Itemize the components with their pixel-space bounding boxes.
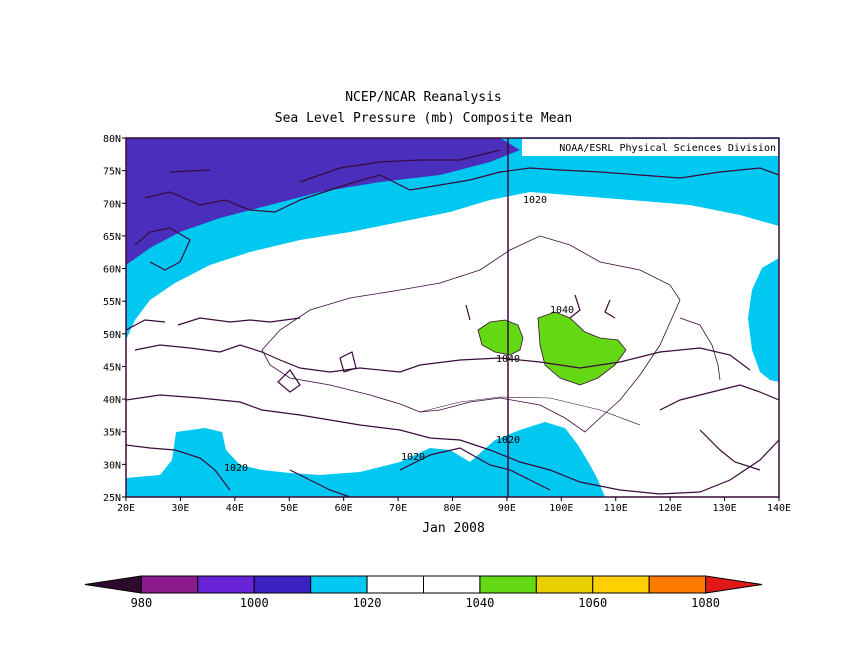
- longitude-axis: 20E 30E 40E 50E 60E 70E 80E 90E 100E 110E 120E 130E…: [117, 497, 791, 514]
- colorbar-segment: [310, 575, 368, 594]
- lon-tick-label: 110E: [604, 503, 628, 514]
- contour-1030: [261, 235, 681, 433]
- contour-label: 1040: [550, 305, 574, 316]
- colorbar-segment: [479, 575, 537, 594]
- colorbar-label: 1080: [691, 596, 720, 610]
- date-label: Jan 2008: [422, 521, 485, 536]
- green-high-east: [537, 311, 627, 386]
- lon-tick-label: 120E: [658, 503, 682, 514]
- contour-1030-east: [679, 317, 721, 381]
- lat-tick-label: 25N: [103, 493, 121, 504]
- lon-tick-label: 80E: [443, 503, 461, 514]
- colorbar-segment: [423, 575, 481, 594]
- cyan-field-east: [748, 258, 779, 382]
- contour-label: 1040: [496, 354, 520, 365]
- contour-labels: 1020 1040 1040 1020 1020 1020: [224, 195, 574, 474]
- colorbar-label: 1000: [240, 596, 269, 610]
- colorbar-segment: [140, 575, 199, 594]
- lat-tick-label: 70N: [103, 199, 121, 210]
- contour-label: 1020: [496, 435, 520, 446]
- lon-tick-label: 100E: [549, 503, 573, 514]
- lon-tick-label: 140E: [767, 503, 791, 514]
- chart-subtitle: Sea Level Pressure (mb) Composite Mean: [274, 111, 573, 126]
- colorbar-segment: [648, 575, 707, 594]
- lat-tick-label: 65N: [103, 232, 121, 243]
- colorbar-label: 1060: [578, 596, 607, 610]
- lat-tick-label: 75N: [103, 167, 121, 178]
- contour-label: 1020: [523, 195, 547, 206]
- colorbar-segment: [84, 575, 142, 594]
- contour-1020-south: [419, 396, 641, 426]
- lon-tick-label: 40E: [226, 503, 244, 514]
- lon-tick-label: 30E: [171, 503, 189, 514]
- chart-title: NCEP/NCAR Reanalysis: [345, 90, 502, 105]
- colorbar: 980 1000 1020 1040 1060 1080: [84, 575, 763, 610]
- contour-label: 1020: [224, 463, 248, 474]
- colorbar-segment: [366, 575, 425, 594]
- lon-tick-label: 70E: [389, 503, 407, 514]
- colorbar-label: 1020: [353, 596, 382, 610]
- lon-tick-label: 90E: [498, 503, 516, 514]
- lat-tick-label: 35N: [103, 428, 121, 439]
- colorbar-segment: [535, 575, 594, 594]
- lon-tick-label: 130E: [713, 503, 737, 514]
- lat-tick-label: 30N: [103, 460, 121, 471]
- lon-tick-label: 60E: [335, 503, 353, 514]
- lat-tick-label: 45N: [103, 362, 121, 373]
- colorbar-segment: [253, 575, 312, 594]
- credit-text: NOAA/ESRL Physical Sciences Division: [559, 143, 776, 154]
- coastlines: [126, 149, 779, 497]
- lon-tick-label: 50E: [280, 503, 298, 514]
- lat-tick-label: 60N: [103, 265, 121, 276]
- latitude-axis: 80N 75N 70N 65N 60N 55N 50N 45N 40N 35N 30N 25N: [103, 134, 126, 504]
- green-high-west: [477, 319, 524, 356]
- colorbar-segment: [705, 575, 763, 594]
- lat-tick-label: 40N: [103, 395, 121, 406]
- colorbar-segment: [592, 575, 650, 594]
- colorbar-label: 980: [131, 596, 153, 610]
- lon-tick-label: 20E: [117, 503, 135, 514]
- lat-tick-label: 80N: [103, 134, 121, 145]
- map-fields: [126, 138, 779, 497]
- contour-label: 1020: [401, 452, 425, 463]
- lat-tick-label: 50N: [103, 330, 121, 341]
- credit-box: [522, 139, 778, 156]
- colorbar-label: 1040: [465, 596, 494, 610]
- lat-tick-label: 55N: [103, 297, 121, 308]
- purple-field-north: [126, 138, 520, 265]
- colorbar-segment: [197, 575, 255, 594]
